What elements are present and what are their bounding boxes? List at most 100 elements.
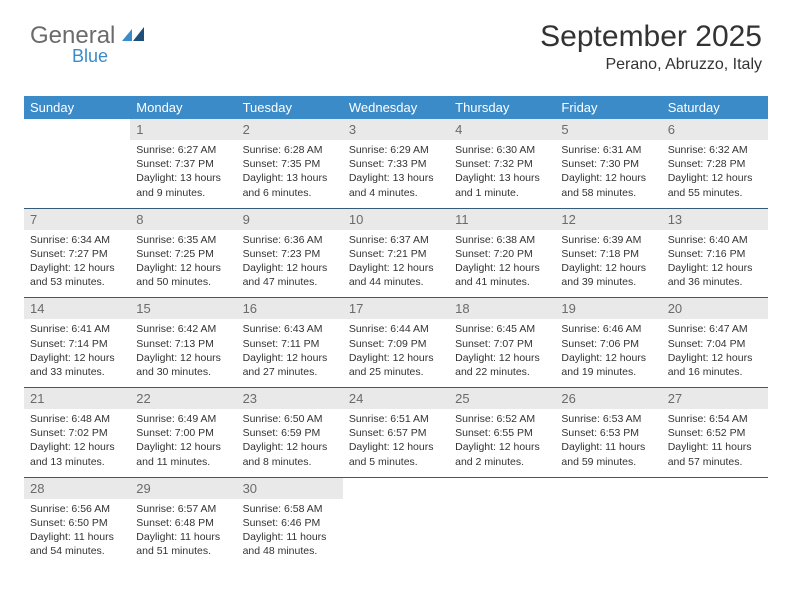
day-number: 22: [130, 388, 236, 410]
daylight-text: Daylight: 12 hours: [30, 351, 124, 365]
sunset-text: Sunset: 7:00 PM: [136, 426, 230, 440]
day-cell: Sunrise: 6:54 AMSunset: 6:52 PMDaylight:…: [662, 409, 768, 477]
day-cell: Sunrise: 6:50 AMSunset: 6:59 PMDaylight:…: [237, 409, 343, 477]
sunrise-text: Sunrise: 6:35 AM: [136, 233, 230, 247]
day-number: 16: [237, 298, 343, 320]
sunrise-text: Sunrise: 6:40 AM: [668, 233, 762, 247]
day-cell: Sunrise: 6:53 AMSunset: 6:53 PMDaylight:…: [555, 409, 661, 477]
day-cell: Sunrise: 6:51 AMSunset: 6:57 PMDaylight:…: [343, 409, 449, 477]
day-cell: [662, 499, 768, 567]
day-header-row: Sunday Monday Tuesday Wednesday Thursday…: [24, 96, 768, 119]
daylight-text: Daylight: 12 hours: [349, 261, 443, 275]
day-number: 24: [343, 388, 449, 410]
daylight-text: Daylight: 12 hours: [561, 171, 655, 185]
sunset-text: Sunset: 7:09 PM: [349, 337, 443, 351]
day-number: 20: [662, 298, 768, 320]
daylight-text: and 53 minutes.: [30, 275, 124, 289]
daylight-text: and 25 minutes.: [349, 365, 443, 379]
day-number: 6: [662, 119, 768, 140]
day-number: 21: [24, 388, 130, 410]
daylight-text: Daylight: 13 hours: [243, 171, 337, 185]
content-row: Sunrise: 6:27 AMSunset: 7:37 PMDaylight:…: [24, 140, 768, 208]
sunset-text: Sunset: 7:20 PM: [455, 247, 549, 261]
day-cell: Sunrise: 6:38 AMSunset: 7:20 PMDaylight:…: [449, 230, 555, 298]
daylight-text: Daylight: 12 hours: [455, 351, 549, 365]
day-header: Wednesday: [343, 96, 449, 119]
sunrise-text: Sunrise: 6:47 AM: [668, 322, 762, 336]
sunrise-text: Sunrise: 6:57 AM: [136, 502, 230, 516]
daylight-text: and 27 minutes.: [243, 365, 337, 379]
daylight-text: Daylight: 12 hours: [30, 440, 124, 454]
flag-icon: [122, 27, 144, 48]
daylight-text: Daylight: 11 hours: [30, 530, 124, 544]
daylight-text: and 50 minutes.: [136, 275, 230, 289]
sunrise-text: Sunrise: 6:31 AM: [561, 143, 655, 157]
daylight-text: Daylight: 12 hours: [243, 440, 337, 454]
daylight-text: and 33 minutes.: [30, 365, 124, 379]
content-row: Sunrise: 6:41 AMSunset: 7:14 PMDaylight:…: [24, 319, 768, 387]
daylight-text: and 9 minutes.: [136, 186, 230, 200]
day-cell: Sunrise: 6:39 AMSunset: 7:18 PMDaylight:…: [555, 230, 661, 298]
sunrise-text: Sunrise: 6:46 AM: [561, 322, 655, 336]
daylight-text: and 59 minutes.: [561, 455, 655, 469]
day-number: 18: [449, 298, 555, 320]
day-number: [343, 477, 449, 499]
day-number: [449, 477, 555, 499]
sunrise-text: Sunrise: 6:53 AM: [561, 412, 655, 426]
day-cell: Sunrise: 6:49 AMSunset: 7:00 PMDaylight:…: [130, 409, 236, 477]
sunset-text: Sunset: 7:21 PM: [349, 247, 443, 261]
day-cell: Sunrise: 6:44 AMSunset: 7:09 PMDaylight:…: [343, 319, 449, 387]
day-number: [555, 477, 661, 499]
daylight-text: Daylight: 12 hours: [561, 261, 655, 275]
day-cell: Sunrise: 6:47 AMSunset: 7:04 PMDaylight:…: [662, 319, 768, 387]
sunset-text: Sunset: 7:27 PM: [30, 247, 124, 261]
sunrise-text: Sunrise: 6:51 AM: [349, 412, 443, 426]
sunset-text: Sunset: 7:16 PM: [668, 247, 762, 261]
day-number: 25: [449, 388, 555, 410]
sunrise-text: Sunrise: 6:38 AM: [455, 233, 549, 247]
sunset-text: Sunset: 6:50 PM: [30, 516, 124, 530]
day-number: 3: [343, 119, 449, 140]
day-cell: Sunrise: 6:57 AMSunset: 6:48 PMDaylight:…: [130, 499, 236, 567]
sunset-text: Sunset: 7:33 PM: [349, 157, 443, 171]
day-number: 7: [24, 208, 130, 230]
daylight-text: and 16 minutes.: [668, 365, 762, 379]
daylight-text: Daylight: 12 hours: [349, 440, 443, 454]
day-header: Friday: [555, 96, 661, 119]
sunrise-text: Sunrise: 6:27 AM: [136, 143, 230, 157]
day-number: 17: [343, 298, 449, 320]
day-cell: Sunrise: 6:58 AMSunset: 6:46 PMDaylight:…: [237, 499, 343, 567]
daylight-text: Daylight: 12 hours: [668, 351, 762, 365]
brand-sub: Blue: [72, 46, 144, 67]
day-number: 8: [130, 208, 236, 230]
sunset-text: Sunset: 7:23 PM: [243, 247, 337, 261]
day-cell: Sunrise: 6:36 AMSunset: 7:23 PMDaylight:…: [237, 230, 343, 298]
sunrise-text: Sunrise: 6:48 AM: [30, 412, 124, 426]
sunrise-text: Sunrise: 6:49 AM: [136, 412, 230, 426]
sunset-text: Sunset: 6:59 PM: [243, 426, 337, 440]
daylight-text: and 6 minutes.: [243, 186, 337, 200]
day-cell: Sunrise: 6:28 AMSunset: 7:35 PMDaylight:…: [237, 140, 343, 208]
daylight-text: and 13 minutes.: [30, 455, 124, 469]
day-cell: Sunrise: 6:43 AMSunset: 7:11 PMDaylight:…: [237, 319, 343, 387]
sunset-text: Sunset: 6:55 PM: [455, 426, 549, 440]
sunrise-text: Sunrise: 6:39 AM: [561, 233, 655, 247]
day-cell: Sunrise: 6:41 AMSunset: 7:14 PMDaylight:…: [24, 319, 130, 387]
sunrise-text: Sunrise: 6:34 AM: [30, 233, 124, 247]
content-row: Sunrise: 6:34 AMSunset: 7:27 PM Daylight:…: [24, 230, 768, 298]
sunset-text: Sunset: 7:18 PM: [561, 247, 655, 261]
sunrise-text: Sunrise: 6:58 AM: [243, 502, 337, 516]
daylight-text: Daylight: 12 hours: [136, 351, 230, 365]
day-number: 9: [237, 208, 343, 230]
daylight-text: and 11 minutes.: [136, 455, 230, 469]
day-number: 23: [237, 388, 343, 410]
daylight-text: Daylight: 12 hours: [561, 351, 655, 365]
day-cell: Sunrise: 6:56 AMSunset: 6:50 PMDaylight:…: [24, 499, 130, 567]
daylight-text: and 8 minutes.: [243, 455, 337, 469]
daynum-row: 21222324252627: [24, 388, 768, 410]
sunrise-text: Sunrise: 6:30 AM: [455, 143, 549, 157]
daylight-text: Daylight: 12 hours: [668, 261, 762, 275]
daylight-text: Daylight: 13 hours: [136, 171, 230, 185]
sunset-text: Sunset: 7:06 PM: [561, 337, 655, 351]
daylight-text: Daylight: 12 hours: [455, 440, 549, 454]
